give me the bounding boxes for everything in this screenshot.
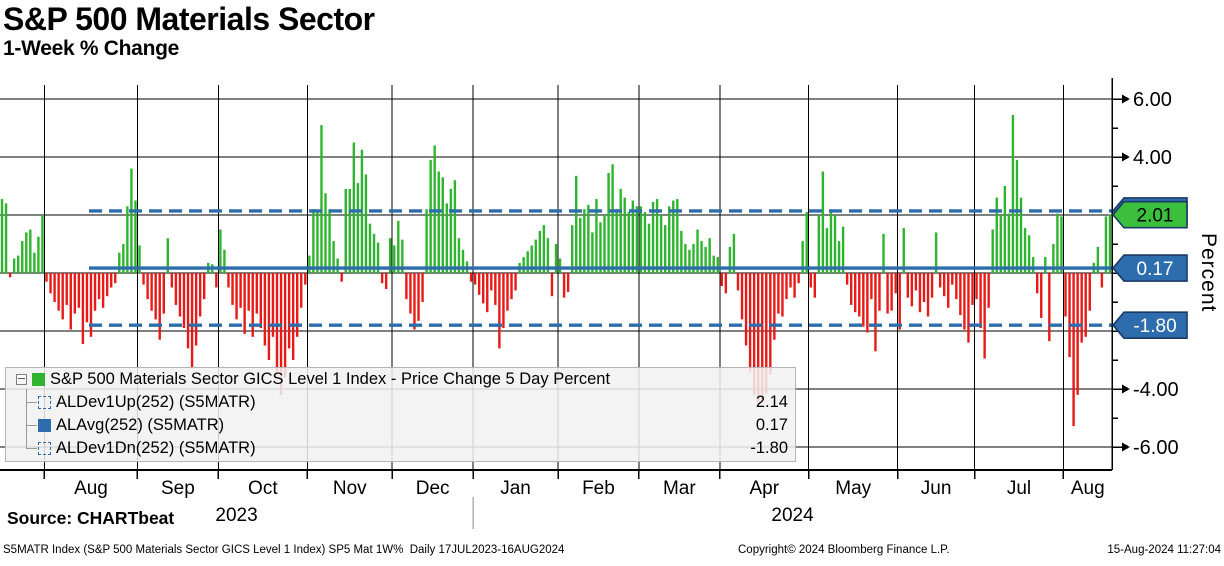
price-tag-last[interactable]: 2.01: [1111, 200, 1188, 229]
legend-tree-branch: [26, 448, 37, 449]
x-axis-month-label: Jul: [1007, 478, 1031, 499]
x-axis-month-label: Feb: [582, 478, 615, 499]
x-axis-month-label: Nov: [333, 478, 367, 499]
x-axis-month-label: Jun: [921, 478, 952, 499]
x-axis-month-label: Jan: [500, 478, 531, 499]
legend-devup-label: ALDev1Up(252) (S5MATR): [56, 393, 256, 411]
x-axis-month-label: Aug: [1071, 478, 1105, 499]
footer-copyright: Copyright© 2024 Bloomberg Finance L.P.: [738, 544, 950, 556]
legend-tree-branch: [26, 402, 37, 403]
x-axis-month-label: Aug: [74, 478, 108, 499]
legend-devdn-label: ALDev1Dn(252) (S5MATR): [56, 439, 256, 457]
devup-swatch-icon: [38, 396, 51, 409]
legend-row-avg[interactable]: ALAvg(252) (S5MATR) 0.17: [6, 414, 795, 437]
legend-series-label: S&P 500 Materials Sector GICS Level 1 In…: [50, 370, 611, 388]
y-axis-tick-label: -6.00: [1133, 437, 1179, 459]
svg-text:0.17: 0.17: [1137, 259, 1174, 280]
y-axis-tick-label: -4.00: [1133, 379, 1179, 401]
source-attribution: Source: CHARTbeat: [7, 508, 175, 528]
chart-header: S&P 500 Materials Sector 1-Week % Change: [3, 1, 375, 61]
price-tag-avg[interactable]: 0.17: [1111, 254, 1188, 282]
x-axis-month-label: Dec: [416, 478, 450, 499]
footer-security-description: S5MATR Index (S&P 500 Materials Sector G…: [3, 544, 565, 556]
legend-row-series[interactable]: S&P 500 Materials Sector GICS Level 1 In…: [6, 368, 795, 391]
x-axis-month-label: Oct: [248, 478, 278, 499]
x-axis: Aug Sep Oct Nov Dec Jan Feb Mar Apr May Jun Jul Aug 2…: [43, 470, 1105, 529]
x-axis-year-label: 2023: [215, 505, 257, 526]
svg-text:2.01: 2.01: [1137, 206, 1174, 227]
legend-row-devup[interactable]: ALDev1Up(252) (S5MATR) 2.14: [6, 391, 795, 414]
page-subtitle: 1-Week % Change: [3, 37, 179, 61]
legend-expander-icon[interactable]: [16, 374, 27, 385]
avg-swatch-icon: [38, 419, 51, 432]
x-axis-month-label: Mar: [663, 478, 696, 499]
legend-row-devdn[interactable]: ALDev1Dn(252) (S5MATR) -1.80: [6, 437, 795, 460]
x-axis-month-label: Apr: [749, 478, 779, 499]
price-tag-devdn[interactable]: -1.80: [1111, 311, 1188, 340]
legend-avg-label: ALAvg(252) (S5MATR): [56, 416, 225, 434]
y-axis-tick-label: 6.00: [1133, 89, 1172, 111]
chart-legend[interactable]: S&P 500 Materials Sector GICS Level 1 In…: [5, 367, 796, 462]
x-axis-month-label: May: [835, 478, 871, 499]
x-axis-month-label: Sep: [161, 478, 195, 499]
y-axis-unit-label: Percent: [1197, 233, 1220, 313]
legend-devup-value: 2.14: [755, 393, 788, 411]
legend-tree-line: [26, 389, 27, 449]
legend-avg-value: 0.17: [755, 416, 788, 434]
y-axis-tick-label: 4.00: [1133, 147, 1172, 169]
series-swatch-icon: [32, 373, 45, 386]
page-title: S&P 500 Materials Sector: [3, 1, 375, 37]
legend-devdn-value: -1.80: [750, 439, 788, 457]
x-axis-year-label: 2024: [771, 505, 814, 526]
footer-timestamp: 15-Aug-2024 11:27:04: [1107, 544, 1221, 556]
devdn-swatch-icon: [38, 442, 51, 455]
svg-text:-1.80: -1.80: [1133, 316, 1176, 337]
legend-tree-branch: [26, 425, 37, 426]
